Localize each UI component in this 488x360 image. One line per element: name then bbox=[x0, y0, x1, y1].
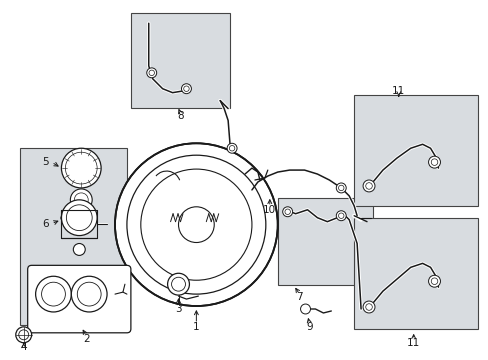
Circle shape bbox=[71, 276, 107, 312]
Text: 9: 9 bbox=[305, 322, 312, 332]
Circle shape bbox=[336, 183, 346, 193]
Bar bbox=[131, 13, 230, 108]
Text: 7: 7 bbox=[296, 292, 302, 302]
Circle shape bbox=[61, 148, 101, 188]
Circle shape bbox=[181, 84, 191, 94]
Bar bbox=[20, 148, 127, 325]
Text: 11: 11 bbox=[406, 338, 420, 348]
Text: 10: 10 bbox=[263, 205, 276, 215]
Text: 5: 5 bbox=[42, 157, 49, 167]
Text: 11: 11 bbox=[391, 86, 405, 96]
Circle shape bbox=[70, 189, 92, 211]
Circle shape bbox=[146, 68, 156, 78]
Circle shape bbox=[427, 275, 440, 287]
Circle shape bbox=[61, 200, 97, 235]
Circle shape bbox=[36, 276, 71, 312]
Circle shape bbox=[115, 143, 277, 306]
Text: 4: 4 bbox=[20, 342, 27, 352]
Circle shape bbox=[226, 143, 237, 153]
Circle shape bbox=[73, 243, 85, 255]
Circle shape bbox=[16, 327, 32, 343]
Circle shape bbox=[167, 273, 189, 295]
Text: 3: 3 bbox=[175, 304, 182, 314]
Circle shape bbox=[362, 180, 374, 192]
Text: 2: 2 bbox=[83, 334, 89, 344]
Bar bbox=[353, 95, 477, 206]
Text: 8: 8 bbox=[177, 112, 183, 121]
Bar bbox=[277, 198, 372, 285]
Circle shape bbox=[282, 207, 292, 217]
Circle shape bbox=[427, 156, 440, 168]
Circle shape bbox=[336, 211, 346, 221]
Circle shape bbox=[362, 301, 374, 313]
Text: 1: 1 bbox=[193, 322, 199, 332]
FancyBboxPatch shape bbox=[28, 265, 131, 333]
Circle shape bbox=[300, 304, 310, 314]
Text: 6: 6 bbox=[42, 219, 49, 229]
Bar bbox=[353, 218, 477, 329]
